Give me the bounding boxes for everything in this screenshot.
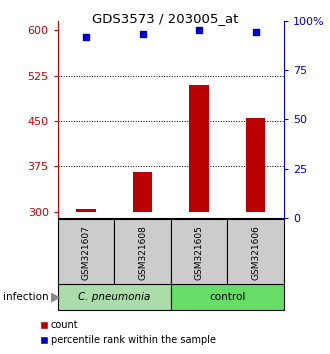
Text: ▶: ▶ bbox=[51, 291, 61, 303]
Bar bbox=[246, 118, 265, 212]
Point bbox=[196, 27, 202, 33]
Text: GSM321605: GSM321605 bbox=[194, 225, 204, 280]
Text: GDS3573 / 203005_at: GDS3573 / 203005_at bbox=[92, 12, 238, 25]
Bar bbox=[114, 219, 171, 285]
Point bbox=[253, 29, 258, 35]
Bar bbox=[227, 219, 284, 285]
Text: GSM321606: GSM321606 bbox=[251, 225, 260, 280]
Bar bbox=[58, 284, 171, 310]
Legend: count, percentile rank within the sample: count, percentile rank within the sample bbox=[36, 316, 220, 349]
Text: C. pneumonia: C. pneumonia bbox=[78, 292, 150, 302]
Point bbox=[140, 31, 145, 37]
Bar bbox=[133, 172, 152, 212]
Point bbox=[83, 34, 89, 40]
Bar bbox=[58, 219, 114, 285]
Text: GSM321608: GSM321608 bbox=[138, 225, 147, 280]
Bar bbox=[171, 284, 284, 310]
Bar bbox=[189, 85, 209, 212]
Bar bbox=[171, 219, 227, 285]
Text: control: control bbox=[209, 292, 246, 302]
Text: GSM321607: GSM321607 bbox=[82, 225, 90, 280]
Bar bbox=[76, 209, 96, 212]
Text: infection: infection bbox=[3, 292, 49, 302]
